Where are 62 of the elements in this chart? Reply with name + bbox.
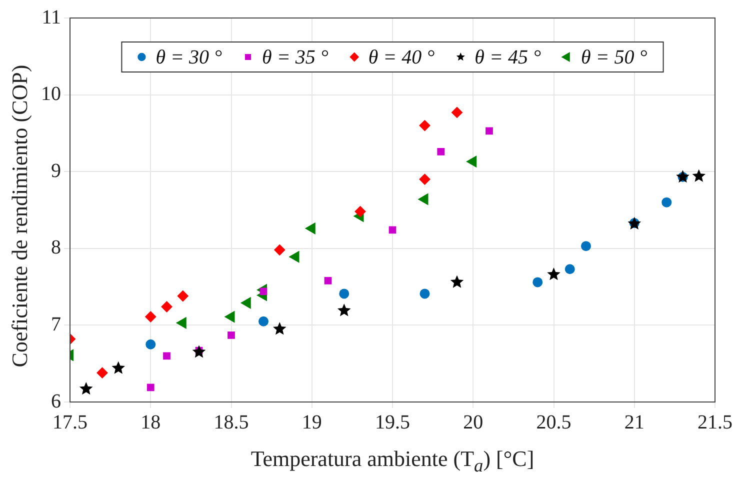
x-tick-label: 17.5: [52, 411, 88, 434]
point: [388, 226, 396, 234]
y-tick-label: 7: [51, 313, 61, 336]
point: [452, 106, 462, 118]
point: [437, 148, 445, 156]
point: [581, 241, 591, 252]
point: [486, 127, 493, 135]
point: [419, 120, 430, 132]
x-tick-label: 20.5: [536, 411, 572, 434]
point: [96, 367, 108, 378]
point: [177, 290, 188, 302]
point: [324, 276, 332, 284]
point: [260, 288, 268, 296]
y-tick-label: 9: [51, 160, 61, 182]
x-tick-label: 19: [302, 411, 322, 434]
point: [419, 174, 430, 185]
y-tick-label: 6: [51, 390, 61, 412]
legend-label: θ = 45 °: [474, 46, 541, 68]
legend-label: θ = 50 °: [580, 46, 648, 68]
point: [339, 288, 350, 299]
point: [240, 297, 251, 309]
point: [418, 194, 428, 205]
y-axis-title: Coeficiente de rendimiento (COP): [7, 64, 33, 368]
point: [112, 361, 126, 374]
point: [272, 322, 286, 335]
point: [564, 264, 575, 274]
point: [466, 156, 477, 168]
point: [450, 275, 464, 288]
y-tick-label: 8: [51, 236, 61, 259]
y-tick-label: 11: [42, 6, 61, 28]
point: [224, 311, 235, 322]
point: [161, 301, 172, 312]
point: [258, 316, 268, 326]
x-axis-title: Temperatura ambiente (T$_{a}$) [°C]: [250, 446, 536, 476]
point: [176, 317, 186, 329]
point: [692, 169, 706, 182]
point: [228, 332, 235, 339]
legend-label: θ = 40 °: [368, 46, 435, 68]
point: [547, 268, 560, 280]
point: [146, 384, 154, 392]
point: [289, 251, 300, 263]
point: [305, 222, 316, 234]
x-tick-label: 18.5: [214, 411, 249, 434]
legend-label: θ = 30 °: [156, 46, 222, 68]
point: [420, 288, 430, 299]
y-tick-label: 10: [41, 83, 61, 106]
x-tick-label: 21: [624, 411, 644, 434]
x-tick-label: 19.5: [375, 411, 410, 434]
point: [354, 206, 366, 218]
x-tick-label: 21.5: [698, 411, 732, 434]
point: [145, 311, 156, 322]
point: [337, 304, 351, 316]
point: [146, 339, 156, 350]
x-tick-label: 20: [463, 411, 484, 434]
point: [192, 345, 206, 358]
point: [274, 244, 286, 256]
point: [532, 277, 543, 288]
x-tick-label: 18: [140, 411, 161, 434]
point: [163, 352, 170, 360]
legend-label: θ = 35 °: [262, 46, 328, 68]
point: [662, 197, 672, 208]
point: [79, 382, 93, 395]
